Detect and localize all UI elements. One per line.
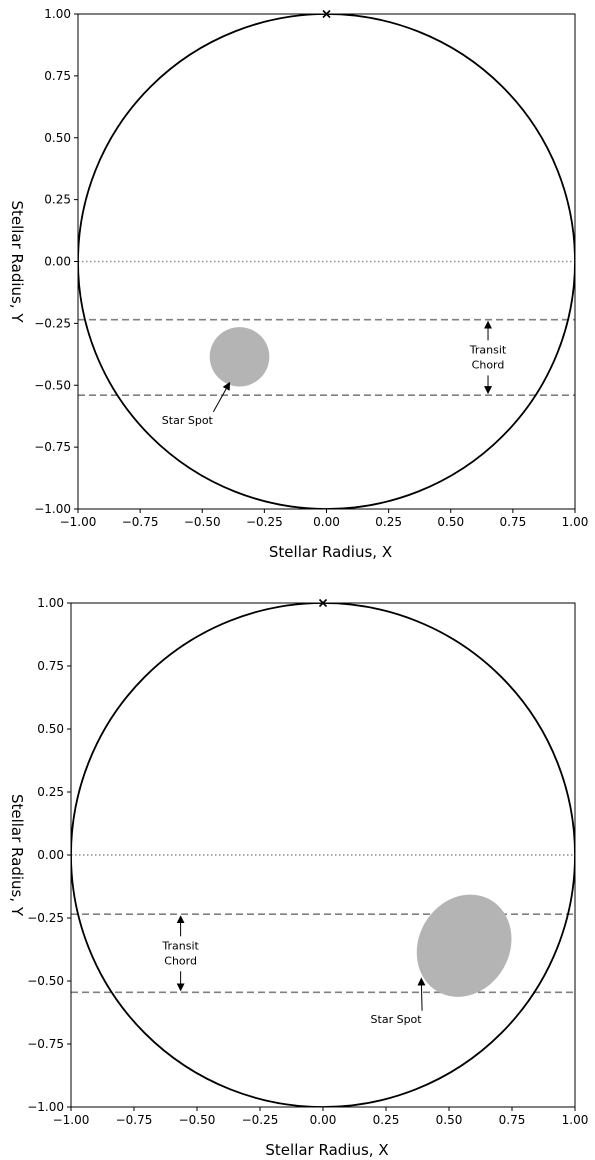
y-tick-label: 0.25 — [37, 785, 64, 799]
y-tick-label: −0.75 — [27, 1037, 64, 1051]
x-tick-label: −0.50 — [179, 1113, 216, 1127]
y-tick-label: 0.75 — [44, 69, 71, 83]
y-tick-label: 0.00 — [44, 255, 71, 269]
star-spot-arrow — [212, 381, 231, 413]
x-tick-label: −0.75 — [116, 1113, 153, 1127]
x-tick-label: 1.00 — [562, 515, 589, 529]
y-tick-label: −0.75 — [34, 440, 71, 454]
transit-chord-label-line1: Transit — [469, 343, 507, 356]
x-tick-label: 0.75 — [499, 1113, 526, 1127]
x-tick-label: −0.75 — [122, 515, 159, 529]
star-spot — [209, 327, 270, 387]
x-tick-label: 0.50 — [437, 515, 464, 529]
y-tick-label: 1.00 — [44, 7, 71, 21]
top-panel: −1.00 −0.75 −0.50 −0.25 0.00 0.25 0.50 0.75 1.00… — [8, 7, 588, 561]
x-tick-label: −1.00 — [53, 1113, 90, 1127]
transit-chord-label-line2: Chord — [164, 954, 197, 967]
x-tick-label: 0.75 — [500, 515, 527, 529]
x-tick-label: 0.00 — [313, 515, 340, 529]
x-tick-label: 0.25 — [375, 515, 402, 529]
y-axis-label: Stellar Radius, Y — [8, 200, 26, 323]
star-spot-arrow — [417, 977, 426, 1011]
x-tick-label: −0.25 — [242, 1113, 279, 1127]
plot-area — [71, 603, 575, 1107]
x-tick-label: 1.00 — [562, 1113, 589, 1127]
y-tick-label: 0.50 — [37, 722, 64, 736]
x-axis-label: Stellar Radius, X — [269, 543, 392, 561]
y-tick-label: 1.00 — [37, 596, 64, 610]
x-tick-label: 0.25 — [373, 1113, 400, 1127]
y-tick-label: −0.50 — [27, 974, 64, 988]
star-spot-label: Star Spot — [162, 414, 214, 427]
transit-chord-label-line2: Chord — [472, 358, 505, 371]
x-axis-label: Stellar Radius, X — [265, 1141, 388, 1159]
transit-chord-label-line1: Transit — [161, 939, 199, 952]
y-tick-label: 0.00 — [37, 848, 64, 862]
x-tick-label: −0.50 — [184, 515, 221, 529]
star-spot-label: Star Spot — [371, 1013, 423, 1026]
y-tick-label: −1.00 — [34, 502, 71, 516]
x-tick-label: 0.00 — [310, 1113, 337, 1127]
y-tick-label: −1.00 — [27, 1100, 64, 1114]
y-tick-label: −0.25 — [27, 911, 64, 925]
x-tick-label: −0.25 — [246, 515, 283, 529]
y-tick-label: 0.50 — [44, 131, 71, 145]
y-tick-label: 0.25 — [44, 193, 71, 207]
plot-area — [78, 14, 575, 509]
bottom-panel: −1.00 −0.75 −0.50 −0.25 0.00 0.25 0.50 0.75 1.00… — [8, 596, 588, 1159]
y-tick-label: −0.50 — [34, 378, 71, 392]
y-axis-label: Stellar Radius, Y — [8, 794, 26, 917]
y-tick-label: −0.25 — [34, 316, 71, 330]
x-tick-label: −1.00 — [60, 515, 97, 529]
x-tick-label: 0.50 — [436, 1113, 463, 1127]
star-spot — [416, 894, 512, 997]
y-tick-label: 0.75 — [37, 659, 64, 673]
